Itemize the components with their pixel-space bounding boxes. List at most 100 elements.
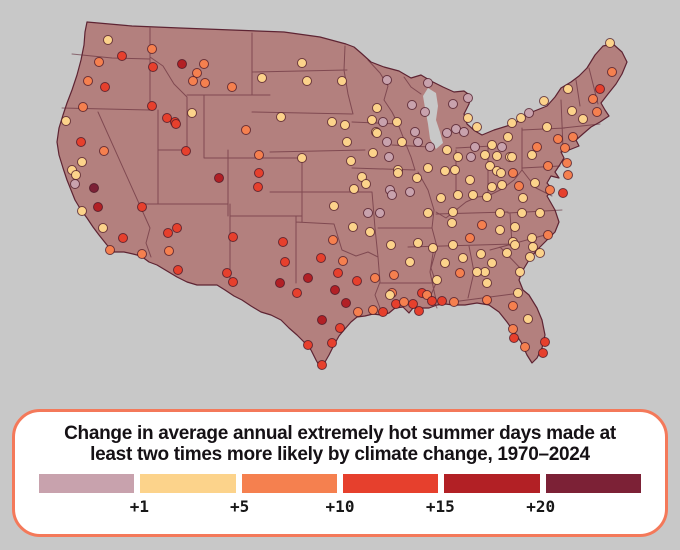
city-dot	[592, 107, 602, 117]
city-dot	[228, 277, 238, 287]
city-dot	[410, 127, 420, 137]
city-dot	[297, 58, 307, 68]
city-dot	[147, 101, 157, 111]
city-dot	[423, 78, 433, 88]
city-dot	[428, 243, 438, 253]
city-dot	[545, 185, 555, 195]
city-dot	[605, 38, 615, 48]
city-dot	[562, 158, 572, 168]
city-dot	[515, 267, 525, 277]
city-dot	[378, 307, 388, 317]
city-dot	[192, 68, 202, 78]
city-dot	[528, 242, 538, 252]
city-dot	[437, 296, 447, 306]
city-dot	[148, 62, 158, 72]
city-dot	[375, 208, 385, 218]
city-dot	[61, 116, 71, 126]
city-dot	[368, 148, 378, 158]
city-dot	[518, 193, 528, 203]
city-dot	[99, 146, 109, 156]
city-dot	[397, 137, 407, 147]
city-dot	[440, 258, 450, 268]
city-dot	[341, 298, 351, 308]
city-dot	[399, 297, 409, 307]
city-dot	[188, 76, 198, 86]
city-dot	[392, 117, 402, 127]
city-dot	[177, 59, 187, 69]
city-dot	[412, 173, 422, 183]
legend-tick-2: +5	[230, 497, 250, 516]
city-dot	[525, 252, 535, 262]
legend-swatch-3	[241, 474, 337, 493]
legend-tick-3: +10	[325, 497, 355, 516]
city-dot	[297, 153, 307, 163]
city-dot	[480, 150, 490, 160]
city-dot	[482, 278, 492, 288]
city-dot	[407, 100, 417, 110]
city-dot	[346, 156, 356, 166]
city-dot	[508, 324, 518, 334]
city-dot	[93, 202, 103, 212]
city-dot	[523, 314, 533, 324]
city-dot	[367, 115, 377, 125]
city-dot	[447, 218, 457, 228]
city-dot	[503, 132, 513, 142]
us-map-svg	[56, 21, 628, 370]
city-dot	[524, 108, 534, 118]
city-dot	[459, 127, 469, 137]
city-dot	[509, 333, 519, 343]
city-dot	[254, 168, 264, 178]
city-dot	[527, 150, 537, 160]
city-dot	[172, 223, 182, 233]
city-dot	[542, 122, 552, 132]
legend-swatch-4	[342, 474, 439, 493]
city-dot	[563, 84, 573, 94]
city-dot	[442, 145, 452, 155]
city-dot	[427, 296, 437, 306]
city-dot	[448, 207, 458, 217]
city-dot	[200, 78, 210, 88]
city-dot	[507, 118, 517, 128]
city-dot	[405, 187, 415, 197]
city-dot	[378, 117, 388, 127]
city-dot	[517, 208, 527, 218]
city-dot	[495, 225, 505, 235]
city-dot	[453, 152, 463, 162]
city-dot	[463, 113, 473, 123]
city-dot	[482, 192, 492, 202]
city-dot	[387, 190, 397, 200]
city-dot	[510, 240, 520, 250]
city-dot	[327, 117, 337, 127]
city-dot	[465, 233, 475, 243]
city-dot	[340, 120, 350, 130]
city-dot	[302, 76, 312, 86]
city-dot	[187, 108, 197, 118]
city-dot	[118, 233, 128, 243]
city-dot	[199, 59, 209, 69]
city-dot	[171, 119, 181, 129]
city-dot	[103, 35, 113, 45]
legend-tick-1: +1	[129, 497, 149, 516]
city-dot	[516, 113, 526, 123]
us-map	[56, 21, 628, 370]
city-dot	[77, 157, 87, 167]
city-dot	[510, 222, 520, 232]
city-dot	[449, 297, 459, 307]
city-dot	[568, 132, 578, 142]
city-dot	[162, 113, 172, 123]
city-dot	[317, 360, 327, 370]
city-dot	[495, 208, 505, 218]
us-outline	[56, 21, 628, 370]
city-dot	[137, 249, 147, 259]
city-dot	[137, 202, 147, 212]
city-dot	[164, 246, 174, 256]
city-dot	[487, 182, 497, 192]
city-dot	[227, 82, 237, 92]
city-dot	[496, 168, 506, 178]
city-dot	[514, 181, 524, 191]
city-dot	[436, 193, 446, 203]
city-dot	[458, 253, 468, 263]
city-dot	[539, 96, 549, 106]
city-dot	[420, 107, 430, 117]
city-dot	[372, 128, 382, 138]
